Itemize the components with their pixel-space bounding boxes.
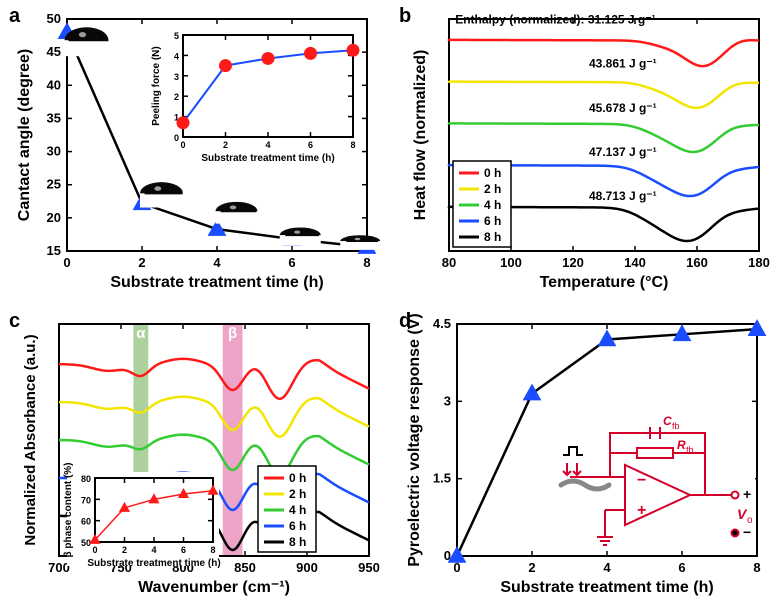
svg-text:35: 35	[47, 110, 61, 125]
svg-text:850: 850	[234, 560, 256, 575]
svg-text:2: 2	[528, 560, 535, 575]
svg-text:160: 160	[686, 255, 708, 270]
svg-text:2 h: 2 h	[484, 182, 501, 196]
svg-text:60: 60	[81, 517, 91, 527]
svg-text:2 h: 2 h	[289, 487, 306, 501]
svg-text:Substrate treatment time (h): Substrate treatment time (h)	[87, 558, 220, 569]
svg-text:47.137 J g⁻¹: 47.137 J g⁻¹	[589, 145, 657, 159]
svg-text:0: 0	[180, 140, 185, 150]
panel-a-label: a	[9, 5, 20, 28]
svg-text:3: 3	[444, 393, 451, 408]
svg-text:900: 900	[296, 560, 318, 575]
svg-text:50: 50	[47, 11, 61, 26]
svg-text:4 h: 4 h	[484, 198, 501, 212]
svg-text:Substrate treatment time (h): Substrate treatment time (h)	[110, 274, 323, 291]
svg-text:0: 0	[63, 255, 70, 270]
panel-a-svg: 024681520253035404550Substrate treatment…	[5, 5, 385, 301]
svg-text:80: 80	[442, 255, 456, 270]
svg-text:8 h: 8 h	[289, 535, 306, 549]
svg-text:4: 4	[603, 560, 611, 575]
panel-c-svg: 700750800850900950Wavenumber (cm⁻¹)Norma…	[5, 310, 385, 606]
svg-text:25: 25	[47, 177, 61, 192]
svg-text:6: 6	[181, 545, 186, 555]
svg-text:6: 6	[288, 255, 295, 270]
svg-text:β phase content (%): β phase content (%)	[63, 463, 74, 558]
svg-text:6: 6	[678, 560, 685, 575]
svg-text:180: 180	[748, 255, 770, 270]
panel-d-label: d	[399, 310, 411, 333]
svg-text:15: 15	[47, 243, 61, 258]
svg-text:100: 100	[500, 255, 522, 270]
panel-c-label: c	[9, 310, 20, 333]
svg-text:Substrate treatment time (h): Substrate treatment time (h)	[201, 153, 334, 164]
svg-text:Pyroelectric voltage response: Pyroelectric voltage response (V)	[406, 313, 423, 566]
svg-text:R: R	[677, 438, 686, 452]
svg-text:+: +	[743, 486, 751, 502]
svg-text:20: 20	[47, 210, 61, 225]
svg-text:50: 50	[81, 538, 91, 548]
panel-b-label: b	[399, 5, 411, 28]
svg-text:1.5: 1.5	[433, 471, 451, 486]
panel-c: c 700750800850900950Wavenumber (cm⁻¹)Nor…	[5, 310, 385, 606]
panel-d-svg: 0246801.534.5Substrate treatment time (h…	[395, 310, 775, 606]
svg-text:0 h: 0 h	[289, 471, 306, 485]
panel-d: d 0246801.534.5Substrate treatment time …	[395, 310, 775, 606]
svg-text:4.5: 4.5	[433, 316, 451, 331]
svg-text:30: 30	[47, 144, 61, 159]
svg-text:8: 8	[753, 560, 760, 575]
svg-text:6 h: 6 h	[484, 214, 501, 228]
svg-text:4: 4	[213, 255, 221, 270]
svg-text:+: +	[637, 502, 646, 519]
svg-text:fb: fb	[686, 445, 694, 455]
svg-text:α: α	[136, 325, 146, 342]
svg-text:Peeling force (N): Peeling force (N)	[151, 46, 162, 125]
svg-text:0: 0	[92, 545, 97, 555]
svg-text:3: 3	[174, 72, 179, 82]
svg-text:6 h: 6 h	[289, 519, 306, 533]
svg-text:8: 8	[210, 545, 215, 555]
svg-text:2: 2	[122, 545, 127, 555]
svg-text:0: 0	[174, 133, 179, 143]
panel-b-svg: 80 100 120 140 160 180 Temperature (°C) Heat fl…	[395, 5, 775, 301]
svg-text:0 h: 0 h	[484, 166, 501, 180]
svg-text:5: 5	[174, 31, 179, 41]
svg-text:8: 8	[350, 140, 355, 150]
svg-text:45: 45	[47, 44, 61, 59]
svg-text:−: −	[637, 472, 646, 489]
svg-text:4: 4	[151, 545, 156, 555]
svg-text:Cantact angle (degree): Cantact angle (degree)	[16, 49, 33, 221]
svg-text:43.861 J g⁻¹: 43.861 J g⁻¹	[589, 57, 657, 71]
svg-text:Temperature (°C): Temperature (°C)	[540, 274, 669, 291]
svg-text:2: 2	[174, 92, 179, 102]
svg-text:6: 6	[308, 140, 313, 150]
svg-text:2: 2	[138, 255, 145, 270]
svg-text:4 h: 4 h	[289, 503, 306, 517]
panel-b: b 80 100 120 140 160 180 Temperature (°C) Heat …	[395, 5, 775, 301]
panel-a: a 024681520253035404550Substrate treatme…	[5, 5, 385, 301]
svg-text:45.678 J g⁻¹: 45.678 J g⁻¹	[589, 101, 657, 115]
svg-text:950: 950	[358, 560, 380, 575]
svg-text:8: 8	[363, 255, 370, 270]
svg-text:C: C	[663, 414, 672, 428]
svg-text:4: 4	[265, 140, 270, 150]
svg-text:fb: fb	[672, 421, 680, 431]
svg-text:8 h: 8 h	[484, 230, 501, 244]
svg-text:2: 2	[223, 140, 228, 150]
svg-text:120: 120	[562, 255, 584, 270]
svg-text:β: β	[228, 325, 237, 342]
svg-text:Heat flow (normalized): Heat flow (normalized)	[412, 50, 429, 221]
svg-text:Enthalpy (normalized): 31.125: Enthalpy (normalized): 31.125 J g⁻¹	[455, 13, 655, 27]
svg-text:40: 40	[47, 77, 61, 92]
svg-text:o: o	[747, 515, 753, 526]
svg-text:4: 4	[174, 51, 179, 61]
svg-text:Substrate treatment time (h): Substrate treatment time (h)	[500, 579, 713, 596]
svg-text:140: 140	[624, 255, 646, 270]
svg-text:80: 80	[81, 474, 91, 484]
svg-text:700: 700	[48, 560, 70, 575]
svg-text:Normalized Absorbance (a.u.): Normalized Absorbance (a.u.)	[22, 334, 39, 545]
svg-text:−: −	[743, 524, 751, 540]
svg-text:48.713 J g⁻¹: 48.713 J g⁻¹	[589, 189, 657, 203]
svg-text:70: 70	[81, 495, 91, 505]
svg-text:Wavenumber (cm⁻¹): Wavenumber (cm⁻¹)	[138, 579, 290, 596]
